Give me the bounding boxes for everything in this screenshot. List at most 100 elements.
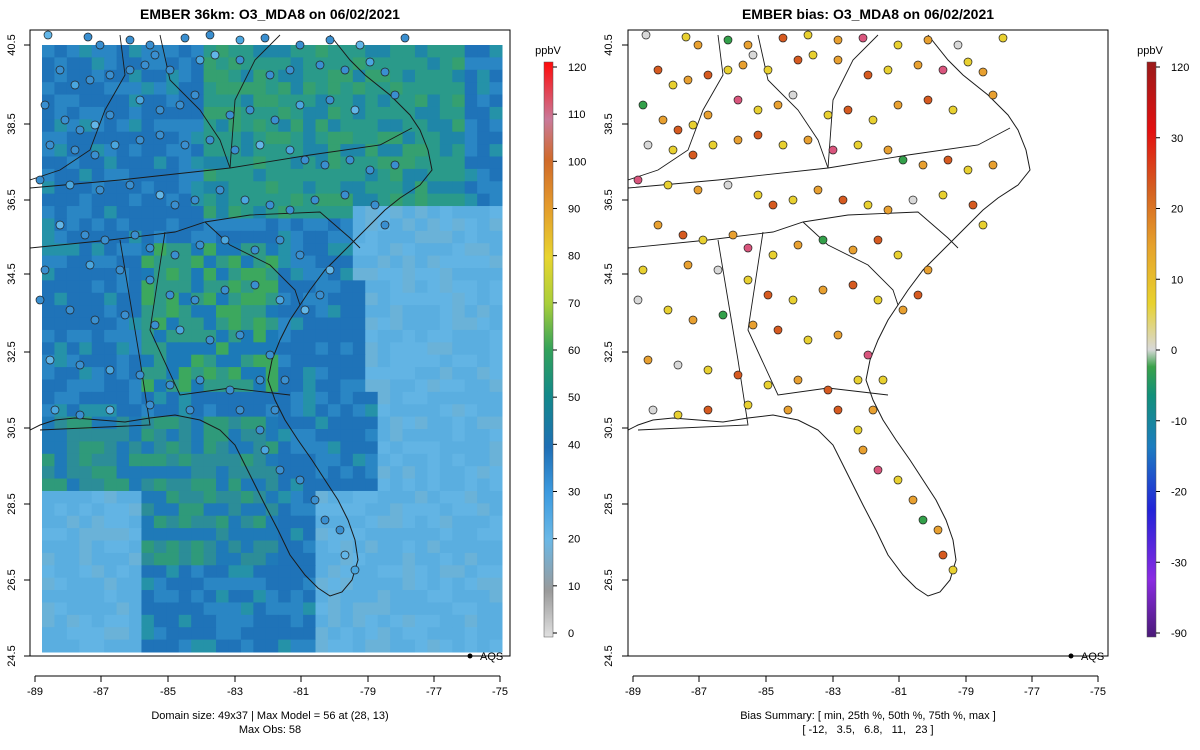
grid-cell [203,342,217,356]
grid-cell [240,329,254,343]
grid-cell [42,379,55,393]
grid-cell [365,627,379,641]
grid-cell [427,144,441,157]
aqs-station-marker [355,40,365,50]
grid-cell [477,577,491,591]
aqs-station-marker [235,55,245,65]
grid-cell [464,218,478,232]
grid-cell [290,342,304,356]
grid-cell [54,82,68,96]
grid-cell [290,292,304,306]
grid-cell [303,168,317,182]
grid-cell [303,391,317,405]
grid-cell [278,106,292,120]
grid-cell [79,416,93,430]
grid-cell [464,329,478,343]
grid-cell [414,218,428,232]
grid-cell [414,255,428,269]
grid-cell [42,391,55,405]
grid-cell [265,45,279,58]
grid-cell [377,267,391,281]
grid-cell [303,528,317,542]
grid-cell [141,218,155,232]
grid-cell [191,466,205,480]
grid-cell [240,528,254,542]
grid-cell [477,466,491,480]
grid-cell [54,206,68,219]
grid-cell [166,119,180,133]
grid-cell [129,329,142,343]
grid-cell [352,131,366,145]
left-lon-tick-label: -81 [293,686,309,698]
right-plot-frame [627,29,1109,657]
grid-cell [66,627,80,641]
grid-cell [427,94,441,108]
grid-cell [253,230,267,244]
grid-cell [104,540,118,554]
grid-cell [477,515,491,529]
grid-cell [253,206,267,219]
aqs-station-marker [165,65,175,75]
grid-cell [439,429,453,442]
grid-cell [427,466,441,480]
grid-cell [228,354,242,368]
grid-cell [129,503,142,517]
grid-cell [104,206,118,219]
aqs-station-bias-marker [848,245,858,255]
grid-cell [265,280,279,294]
grid-cell [303,639,317,653]
grid-cell [203,57,217,71]
grid-cell [439,342,453,356]
grid-cell [365,478,379,492]
aqs-station-bias-marker [743,400,753,410]
grid-cell [377,230,391,244]
grid-cell [141,255,155,269]
grid-cell [489,305,503,319]
grid-cell [303,329,317,343]
grid-cell [66,94,80,108]
grid-cell [477,639,491,653]
grid-cell [477,441,491,455]
grid-cell [253,69,267,83]
aqs-station-bias-marker [663,305,673,315]
grid-cell [178,367,192,380]
grid-cell [228,466,242,480]
grid-cell [439,181,453,195]
grid-cell [129,577,142,591]
grid-cell [477,57,491,71]
grid-cell [79,490,93,504]
grid-cell [116,490,130,504]
grid-cell [390,466,404,480]
grid-cell [439,602,453,616]
aqs-station-bias-marker [878,375,888,385]
aqs-station-marker [260,33,270,43]
grid-cell [489,329,503,343]
grid-cell [414,342,428,356]
grid-cell [129,280,142,294]
grid-cell [54,243,68,257]
grid-cell [116,528,130,542]
grid-cell [141,292,155,306]
aqs-station-marker [255,140,265,150]
grid-cell [390,292,404,306]
grid-cell [141,131,155,145]
grid-cell [477,614,491,628]
aqs-station-bias-marker [913,290,923,300]
grid-cell [153,503,167,517]
aqs-station-marker [220,285,230,295]
grid-cell [489,614,503,628]
grid-cell [327,243,341,257]
grid-cell [427,503,441,517]
grid-cell [129,515,142,529]
aqs-station-bias-marker [988,90,998,100]
grid-cell [489,552,503,566]
grid-cell [414,230,428,244]
grid-cell [340,144,354,157]
grid-cell [390,540,404,554]
grid-cell [253,540,267,554]
grid-cell [365,453,379,467]
grid-cell [42,181,55,195]
grid-cell [253,354,267,368]
grid-cell [141,503,155,517]
grid-cell [116,131,130,145]
